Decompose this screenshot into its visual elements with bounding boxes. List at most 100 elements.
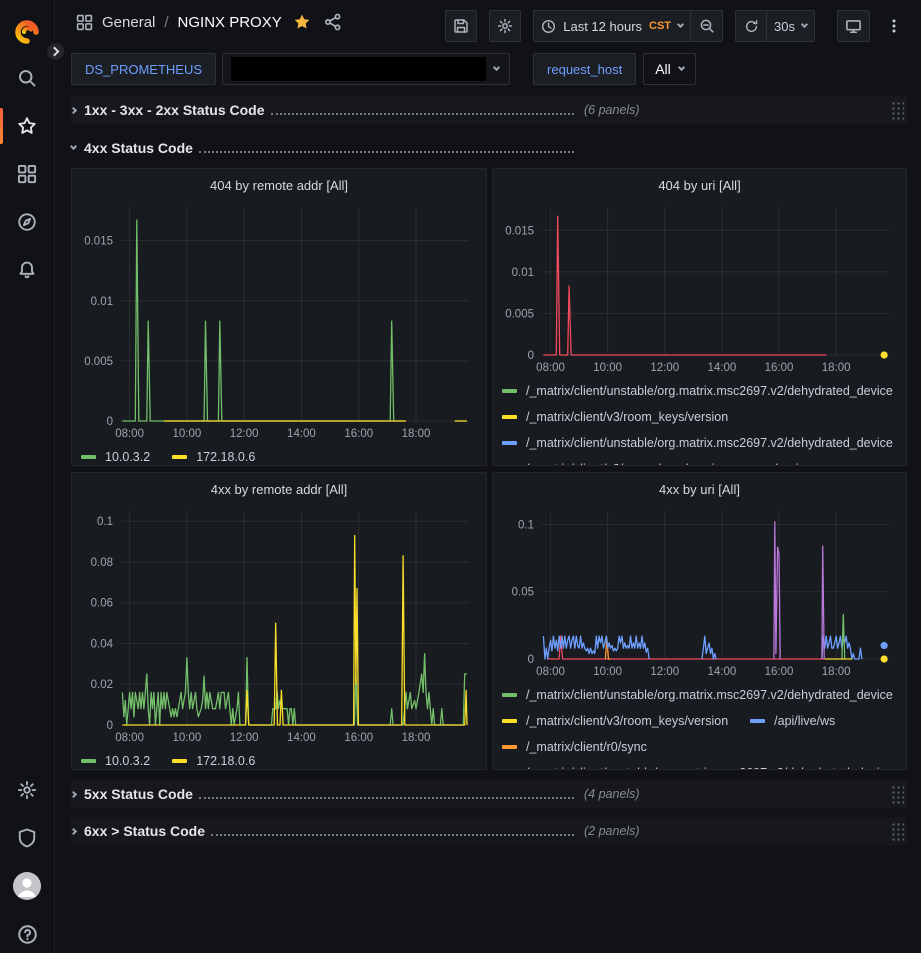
chevron-right-icon [69,106,78,114]
breadcrumb-section[interactable]: General [102,13,156,31]
dashboard-toolbar: Last 12 hours CST 30s [445,10,910,42]
sidebar-item-server-admin[interactable] [0,818,54,858]
svg-text:0: 0 [528,654,534,666]
legend-item[interactable]: /_matrix/client/v3/room_keys/version [502,462,728,465]
variable-label-ds-prometheus[interactable]: DS_PROMETHEUS [71,53,217,85]
refresh-interval-picker[interactable]: 30s [767,10,815,42]
favorite-star-icon[interactable] [293,13,311,31]
kebab-menu-button[interactable] [878,10,910,42]
legend-label: 172.18.0.6 [196,450,256,464]
legend-row: 10.0.3.2 172.18.0.6 [81,444,482,465]
svg-text:14:00: 14:00 [708,666,737,678]
sidebar-item-configuration[interactable] [0,770,54,810]
svg-text:12:00: 12:00 [230,428,259,440]
legend-row: 10.0.3.2 172.18.0.6 [81,748,482,769]
legend-item[interactable]: 10.0.3.2 [81,450,150,464]
legend-label: /api/live/ws [774,714,836,728]
chevron-down-icon [676,20,685,29]
grafana-logo[interactable] [0,12,54,52]
legend-label: 10.0.3.2 [105,450,151,464]
panel-title[interactable]: 4xx by uri [All] [659,482,740,497]
sidebar-item-dashboards[interactable] [0,154,54,194]
sidebar-item-search[interactable] [0,58,54,98]
redacted-value [231,57,487,81]
legend-item[interactable]: /_matrix/client/unstable/org.matrix.msc2… [502,688,893,702]
legend-item[interactable]: /_matrix/client/unstable/org.matrix.msc2… [502,384,893,398]
legend-item[interactable]: /sw.js [750,462,805,465]
compass-icon [18,213,36,231]
legend-swatch [81,455,96,459]
legend-item[interactable]: /api/live/ws [750,714,835,728]
legend-item[interactable]: /_matrix/client/r0/sync [502,740,647,754]
row-dotted-leader [198,796,574,799]
svg-text:12:00: 12:00 [650,666,679,678]
legend-item[interactable]: /_matrix/client/unstable/org.matrix.msc2… [502,436,893,450]
legend-label: /_matrix/client/unstable/org.matrix.msc2… [526,384,893,398]
row-drag-handle[interactable] [890,784,904,804]
svg-text:10:00: 10:00 [593,666,622,678]
sidebar-item-profile[interactable] [0,866,54,906]
dashboard-settings-button[interactable] [489,10,522,42]
legend-label: /_matrix/client/unstable/org.matrix.msc2… [526,766,893,769]
time-range-label: Last 12 hours [563,18,643,34]
question-circle-icon [17,924,37,944]
legend-row: /_matrix/client/v3/room_keys/version/sw.… [502,456,902,465]
sidebar-item-explore[interactable] [0,202,54,242]
row-header-1xx-3xx-2xx[interactable]: 1xx - 3xx - 2xx Status Code (6 panels) [69,96,907,124]
bell-icon [19,261,35,279]
svg-text:08:00: 08:00 [536,362,565,374]
panel-title[interactable]: 404 by uri [All] [658,178,741,193]
chevron-right-icon [69,827,78,835]
legend-item[interactable]: /_matrix/client/unstable/org.matrix.msc2… [502,766,893,769]
sidebar-item-alerting[interactable] [0,250,54,290]
row-title: 6xx > Status Code [84,822,205,839]
row-header-4xx[interactable]: 4xx Status Code [69,134,907,162]
sidebar-item-starred[interactable] [0,106,54,146]
svg-text:14:00: 14:00 [287,428,316,440]
chart-canvas: 08:00 10:00 12:00 14:00 16:00 18:00 0 0.005 0.01… [84,207,469,440]
chart-legend: 10.0.3.2 172.18.0.6 [72,747,486,769]
legend-row: /_matrix/client/unstable/org.matrix.msc2… [502,682,902,708]
chevron-right-icon [69,790,78,798]
svg-text:18:00: 18:00 [822,666,851,678]
dashboards-grid-icon [17,164,37,184]
variable-value-ds-prometheus[interactable] [222,53,511,85]
legend-item[interactable]: 172.18.0.6 [172,450,255,464]
variable-label-request-host[interactable]: request_host [533,53,637,85]
legend-item[interactable]: /_matrix/client/v3/room_keys/version [502,714,728,728]
svg-text:0.04: 0.04 [91,638,114,650]
save-dashboard-button[interactable] [445,10,478,42]
chart-canvas: 08:00 10:00 12:00 14:00 16:00 18:00 0 0.02 0.04 0… [91,511,469,744]
legend-swatch [502,441,517,445]
kebab-menu-icon [892,19,896,33]
legend-item[interactable]: 172.18.0.6 [172,754,255,768]
request-host-value: All [655,61,671,77]
time-range-picker[interactable]: Last 12 hours CST [533,10,692,42]
row-header-5xx[interactable]: 5xx Status Code (4 panels) [69,780,907,808]
refresh-button[interactable] [735,10,768,42]
sidebar-expand-button[interactable] [44,40,67,63]
share-icon[interactable] [324,13,342,31]
legend-label: /_matrix/client/r0/sync [526,740,647,754]
row-header-6xx[interactable]: 6xx > Status Code (2 panels) [69,817,907,845]
row-drag-handle[interactable] [890,821,904,841]
chevron-right-icon [49,46,59,57]
panel-title[interactable]: 4xx by remote addr [All] [210,482,348,497]
variable-value-request-host[interactable]: All [643,53,696,85]
monitor-icon [846,19,861,33]
legend-item[interactable]: /_matrix/client/v3/room_keys/version [502,410,728,424]
svg-text:0.1: 0.1 [518,519,534,531]
sidebar-item-help[interactable] [0,914,54,953]
tv-mode-button[interactable] [837,10,870,42]
svg-text:0.06: 0.06 [91,598,113,610]
svg-text:16:00: 16:00 [344,732,373,744]
legend-item[interactable]: 10.0.3.2 [81,754,150,768]
zoom-out-time-button[interactable] [691,10,724,42]
legend-row: /_matrix/client/v3/room_keys/version/api… [502,708,902,734]
legend-row: /_matrix/client/unstable/org.matrix.msc2… [502,378,902,404]
active-indicator [0,108,3,144]
row-drag-handle[interactable] [890,100,904,120]
panel-title[interactable]: 404 by remote addr [All] [209,178,349,193]
panel-chart-area: 08:00 10:00 12:00 14:00 16:00 18:00 0 0.05 0.1 /_… [493,503,906,769]
breadcrumb-dashboard-title[interactable]: NGINX PROXY [177,13,282,31]
